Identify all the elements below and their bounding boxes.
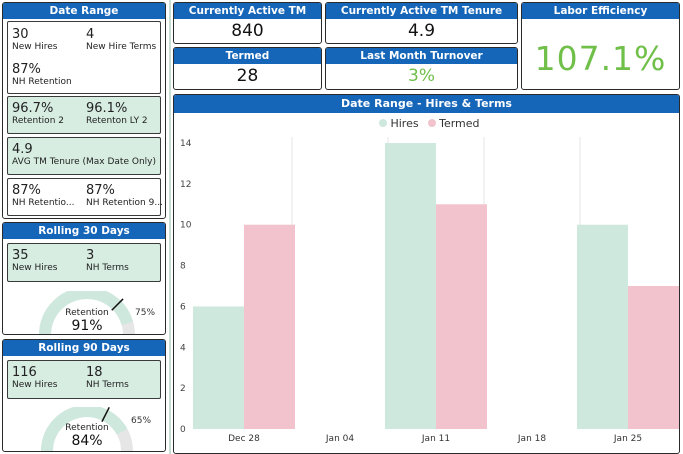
legend-termed-label: Termed (439, 117, 480, 130)
x-tick-label: Jan 18 (517, 434, 546, 444)
termed-value: 28 (236, 66, 259, 86)
nh-retention-label: NH Retention (12, 77, 72, 87)
bar-termed (436, 204, 487, 429)
rolling-90-gauge-value: 84% (71, 433, 103, 449)
nh-retention-b-value: 87% (86, 183, 115, 198)
labor-efficiency-title: Labor Efficiency (522, 3, 679, 19)
y-tick-label: 2 (180, 384, 186, 394)
rolling-90-gauge-fill (41, 407, 128, 451)
date-range-card: Date Range 30 New Hires 4 New Hire Terms… (2, 2, 166, 219)
chart-title: Date Range - Hires & Terms (174, 95, 679, 113)
active-tenure-title: Currently Active TM Tenure (326, 3, 517, 19)
y-tick-label: 0 (180, 425, 186, 435)
bar-hires (193, 306, 244, 429)
chart-legend: Hires Termed (174, 117, 679, 130)
turnover-value: 3% (408, 66, 435, 86)
rolling-30-gauge-fill (39, 291, 134, 334)
rolling-30-nh-terms-label: NH Terms (86, 263, 129, 273)
rolling-90-gauge-label: Retention (65, 423, 109, 433)
panel-divider (169, 0, 171, 454)
rolling-30-card: Rolling 30 Days 35 New Hires 3 NH Terms … (2, 222, 166, 335)
active-tm-value: 840 (231, 21, 264, 41)
hires-terms-chart-card: Date Range - Hires & Terms Hires Termed … (173, 94, 680, 454)
rolling-90-gauge-target (101, 407, 110, 422)
new-hire-terms-label: New Hire Terms (86, 42, 157, 52)
nh-retention-value: 87% (12, 62, 41, 77)
legend-termed-swatch (428, 119, 437, 127)
hires-terms-chart: 0 2 4 6 8 10 12 14 Dec 28 Jan 04 Jan 11 Jan 18 Jan 2… (180, 137, 679, 444)
y-tick-label: 8 (180, 262, 186, 272)
new-hires-value: 30 (12, 27, 29, 42)
rolling-30-new-hires-label: New Hires (12, 263, 58, 273)
rolling-90-box: 116 New Hires 18 NH Terms (7, 360, 161, 399)
active-tm-title: Currently Active TM (174, 3, 321, 19)
legend-hires-label: Hires (390, 117, 419, 130)
rolling-30-gauge (39, 291, 135, 334)
termed-title: Termed (174, 48, 321, 64)
new-hires-label: New Hires (12, 42, 58, 52)
active-tenure-card: Currently Active TM Tenure 4.9 (325, 2, 518, 44)
retention2-label: Retention 2 (12, 116, 64, 126)
y-tick-label: 12 (180, 180, 191, 190)
x-tick-label: Jan 25 (613, 434, 642, 444)
rolling-90-nh-terms-label: NH Terms (86, 380, 129, 390)
x-tick-label: Jan 11 (421, 434, 450, 444)
retention-ly2-label: Retenton LY 2 (86, 116, 148, 126)
avg-tenure-label: AVG TM Tenure (Max Date Only) (12, 157, 156, 167)
bar-termed (628, 286, 679, 429)
rolling-90-gauge (41, 407, 133, 451)
nh-retention-box: 87% NH Retentio... 87% NH Retention 9... (7, 178, 163, 216)
active-tenure-value: 4.9 (407, 21, 436, 41)
y-tick-label: 4 (180, 343, 186, 353)
rolling-30-new-hires-value: 35 (12, 248, 29, 263)
avg-tenure-box: 4.9 AVG TM Tenure (Max Date Only) (7, 137, 161, 175)
retention2-value: 96.7% (12, 101, 54, 116)
rolling-90-new-hires-label: New Hires (12, 380, 58, 390)
y-tick-label: 10 (180, 221, 192, 231)
y-tick-label: 6 (180, 302, 186, 312)
rolling-90-title: Rolling 90 Days (3, 340, 165, 356)
termed-card: Termed 28 (173, 47, 322, 90)
retention-ly2-value: 96.1% (86, 101, 128, 116)
legend-hires-swatch (379, 119, 388, 127)
labor-efficiency-value: 107.1% (534, 39, 667, 78)
rolling-30-box: 35 New Hires 3 NH Terms (7, 243, 161, 282)
turnover-card: Last Month Turnover 3% (325, 47, 518, 90)
rolling-30-gauge-value: 91% (71, 318, 103, 334)
turnover-title: Last Month Turnover (326, 48, 517, 64)
labor-efficiency-card: Labor Efficiency 107.1% (521, 2, 680, 90)
bar-hires (385, 143, 436, 429)
rolling-30-gauge-target-label: 75% (135, 308, 156, 318)
avg-tenure-value: 4.9 (12, 142, 33, 157)
rolling-30-gauge-label: Retention (65, 308, 109, 318)
nh-retention-a-label: NH Retentio... (12, 198, 75, 208)
nh-retention-b-label: NH Retention 9... (86, 198, 163, 208)
rolling-90-card: Rolling 90 Days 116 New Hires 18 NH Term… (2, 339, 166, 452)
date-range-title: Date Range (3, 3, 165, 19)
rolling-30-title: Rolling 30 Days (3, 223, 165, 239)
retention-box: 96.7% Retention 2 96.1% Retenton LY 2 (7, 96, 161, 134)
rolling-90-new-hires-value: 116 (12, 365, 37, 380)
bar-hires (577, 224, 628, 429)
rolling-90-nh-terms-value: 18 (86, 365, 103, 380)
bar-termed (244, 224, 295, 429)
date-range-hires-box: 30 New Hires 4 New Hire Terms 87% NH Ret… (7, 21, 161, 94)
rolling-30-gauge-target (111, 298, 124, 311)
x-tick-label: Jan 04 (325, 434, 354, 444)
rolling-90-gauge-target-label: 65% (131, 416, 152, 426)
x-tick-label: Dec 28 (228, 434, 260, 444)
active-tm-card: Currently Active TM 840 (173, 2, 322, 44)
new-hire-terms-value: 4 (86, 27, 95, 42)
y-tick-label: 14 (180, 139, 192, 149)
rolling-30-nh-terms-value: 3 (86, 248, 95, 263)
nh-retention-a-value: 87% (12, 183, 41, 198)
